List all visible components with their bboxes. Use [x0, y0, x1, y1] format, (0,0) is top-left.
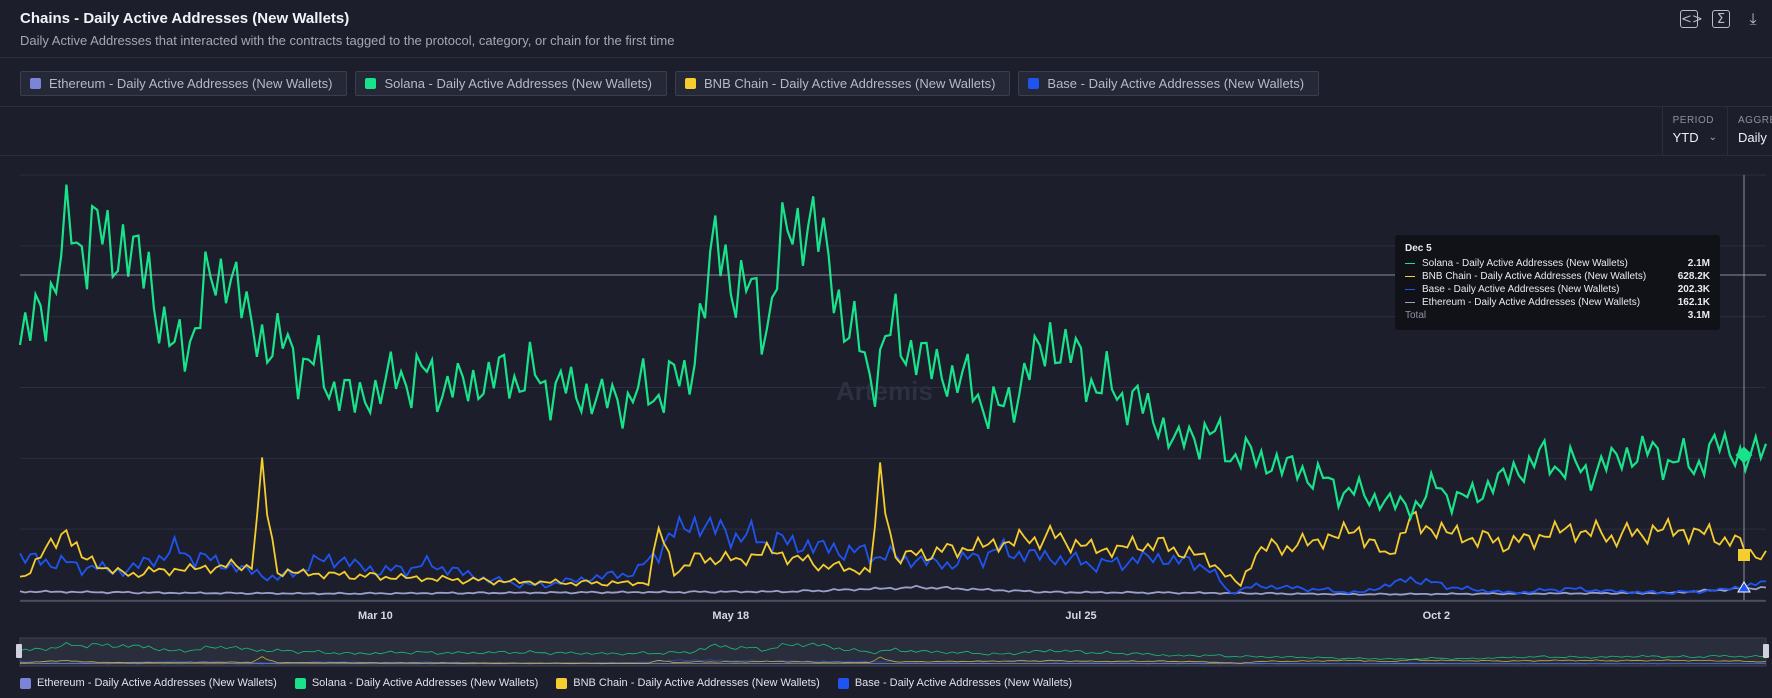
tooltip-swatch	[1405, 301, 1415, 304]
header-actions: <> Σ ⤓	[1680, 10, 1762, 28]
chevron-down-icon: ⌄	[1708, 132, 1717, 143]
series-lines	[18, 184, 1768, 596]
period-value: YTD	[1672, 130, 1699, 145]
swatch-ethereum	[30, 78, 41, 89]
swatch-base	[1028, 78, 1040, 89]
watermark: Artemis	[836, 376, 933, 406]
chart-controls: PERIOD YTD ⌄ AGGRE Daily	[1661, 107, 1772, 155]
tooltip-row: BNB Chain - Daily Active Addresses (New …	[1405, 270, 1710, 283]
x-tick-label: May 18	[712, 610, 749, 622]
tooltip-name: BNB Chain - Daily Active Addresses (New …	[1422, 271, 1647, 282]
tooltip-total-value: 3.1M	[1687, 310, 1710, 321]
period-label: PERIOD	[1672, 115, 1714, 126]
chip-label: Base - Daily Active Addresses (New Walle…	[1047, 76, 1305, 91]
legend-swatch	[837, 677, 849, 689]
legend-label: Solana - Daily Active Addresses (New Wal…	[311, 677, 539, 689]
tooltip-name: Base - Daily Active Addresses (New Walle…	[1422, 284, 1620, 295]
tooltip-total-label: Total	[1405, 310, 1427, 321]
tooltip-name: Ethereum - Daily Active Addresses (New W…	[1422, 297, 1641, 308]
series-line	[19, 514, 1767, 595]
marker-solana	[1735, 446, 1753, 464]
chart-header: Chains - Daily Active Addresses (New Wal…	[0, 0, 1772, 58]
legend-swatch	[20, 677, 31, 689]
tooltip-swatch	[1405, 288, 1415, 291]
legend-label: Ethereum - Daily Active Addresses (New W…	[37, 677, 277, 689]
tooltip-date: Dec 5	[1405, 243, 1432, 254]
x-tick-label: Jul 25	[1065, 610, 1096, 622]
download-icon[interactable]: ⤓	[1749, 9, 1757, 28]
chart-title: Chains - Daily Active Addresses (New Wal…	[20, 10, 350, 27]
chip-bnb[interactable]: BNB Chain - Daily Active Addresses (New …	[675, 71, 1011, 96]
aggregation-label: AGGRE	[1738, 115, 1772, 126]
swatch-solana	[365, 78, 377, 89]
tooltip-row: Ethereum - Daily Active Addresses (New W…	[1405, 296, 1710, 309]
navigator-line	[19, 642, 1767, 661]
divider	[0, 106, 1772, 107]
legend-swatch	[556, 677, 568, 689]
chip-base[interactable]: Base - Daily Active Addresses (New Walle…	[1018, 71, 1320, 96]
navigator-line	[20, 656, 1767, 664]
legend-item-bnb[interactable]: BNB Chain - Daily Active Addresses (New …	[556, 677, 820, 689]
tooltip-value: 202.3K	[1677, 284, 1710, 295]
aggregation-value: Daily	[1738, 130, 1767, 145]
tooltip-row: Solana - Daily Active Addresses (New Wal…	[1405, 257, 1710, 270]
tooltip-value: 628.2K	[1677, 271, 1710, 282]
aggregation-select[interactable]: AGGRE Daily	[1728, 107, 1772, 155]
marker-base	[1737, 581, 1751, 593]
series-line	[18, 184, 1768, 522]
tooltip-total: Total 3.1M	[1405, 309, 1710, 322]
series-line	[19, 584, 1767, 596]
legend-item-solana[interactable]: Solana - Daily Active Addresses (New Wal…	[294, 677, 539, 689]
x-tick-label: Oct 2	[1423, 610, 1451, 622]
legend-label: Base - Daily Active Addresses (New Walle…	[854, 677, 1073, 689]
chip-label: BNB Chain - Daily Active Addresses (New …	[704, 76, 996, 91]
chart-subtitle: Daily Active Addresses that interacted w…	[20, 33, 675, 48]
chip-label: Ethereum - Daily Active Addresses (New W…	[49, 76, 333, 91]
legend-swatch	[294, 677, 306, 689]
x-axis: Mar 10 May 18 Jul 25 Oct 2	[20, 600, 1766, 622]
tooltip-name: Solana - Daily Active Addresses (New Wal…	[1422, 258, 1628, 269]
tooltip-value: 2.1M	[1687, 258, 1710, 269]
chip-ethereum[interactable]: Ethereum - Daily Active Addresses (New W…	[20, 71, 348, 96]
series-line	[19, 457, 1767, 588]
range-navigator	[16, 637, 1769, 667]
marker-bnb	[1738, 549, 1750, 561]
divider	[0, 155, 1772, 156]
tooltip-swatch	[1405, 275, 1415, 278]
sigma-icon[interactable]: Σ	[1712, 10, 1730, 28]
tooltip-value: 162.1K	[1677, 297, 1710, 308]
tooltip-row: Base - Daily Active Addresses (New Walle…	[1405, 283, 1710, 296]
x-tick-label: Mar 10	[358, 610, 393, 622]
series-chips: Ethereum - Daily Active Addresses (New W…	[20, 71, 1320, 96]
swatch-bnb	[685, 78, 697, 89]
period-select[interactable]: PERIOD YTD ⌄	[1663, 107, 1728, 155]
tooltip: Dec 5 Solana - Daily Active Addresses (N…	[1395, 235, 1720, 330]
tooltip-swatch	[1405, 262, 1415, 265]
navigator-handle-left	[16, 644, 22, 658]
chip-label: Solana - Daily Active Addresses (New Wal…	[384, 76, 653, 91]
navigator-handle-right	[1763, 644, 1769, 658]
legend-label: BNB Chain - Daily Active Addresses (New …	[573, 677, 820, 689]
chip-solana[interactable]: Solana - Daily Active Addresses (New Wal…	[355, 71, 668, 96]
legend-item-base[interactable]: Base - Daily Active Addresses (New Walle…	[837, 677, 1073, 689]
legend: Ethereum - Daily Active Addresses (New W…	[20, 677, 1072, 689]
legend-item-ethereum[interactable]: Ethereum - Daily Active Addresses (New W…	[20, 677, 277, 689]
code-icon[interactable]: <>	[1680, 10, 1703, 28]
